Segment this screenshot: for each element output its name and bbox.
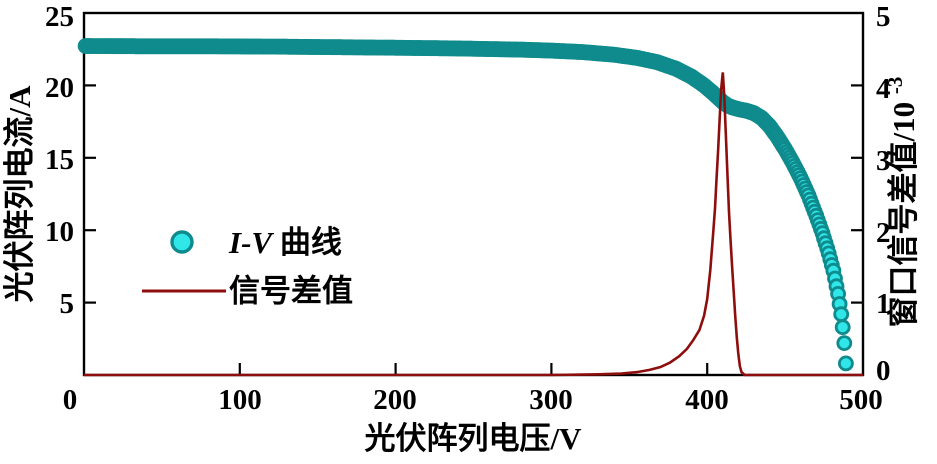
x-tick-300: 300 (529, 384, 573, 416)
x-tick-labels: 0 100 200 300 400 500 (63, 384, 883, 416)
y-left-tick-25: 25 (45, 1, 74, 33)
y-left-tick-5: 5 (60, 288, 75, 320)
y-right-axis-title-main: 窗口信号差值/10 (886, 102, 921, 328)
y-left-tick-labels: 25 20 15 10 5 (45, 1, 74, 320)
signal-difference-line (84, 72, 863, 377)
y-left-tick-15: 15 (45, 144, 74, 176)
y-right-tick-0: 0 (876, 355, 891, 387)
y-right-tick-labels: 5 4 3 2 1 0 (876, 1, 891, 387)
signal-legend-label: 信号差值 (229, 274, 353, 309)
y-right-tick-1: 1 (876, 288, 891, 320)
plot-border (82, 11, 865, 377)
iv-curve-series (77, 38, 854, 372)
y-left-tick-10: 10 (45, 216, 74, 248)
y-right-tick-2: 2 (876, 217, 891, 249)
y-left-axis-title: 光伏阵列电流/A (2, 85, 37, 303)
x-tick-400: 400 (685, 384, 729, 416)
iv-curve-legend-label: I-V 曲线 (228, 225, 342, 260)
iv-curve-legend-label-text: 曲线 (280, 225, 342, 260)
x-tick-200: 200 (373, 384, 417, 416)
y-right-tick-4: 4 (876, 73, 891, 105)
x-tick-0: 0 (63, 384, 78, 416)
iv-marker (833, 306, 850, 323)
iv-marker (838, 355, 854, 372)
x-tick-500: 500 (839, 384, 883, 416)
y-right-axis-title: 窗口信号差值/10 -3 (883, 77, 921, 328)
iv-curve-legend-marker-icon (170, 230, 194, 254)
iv-marker (834, 319, 851, 336)
y-left-tick-20: 20 (45, 72, 74, 104)
y-right-axis-title-exponent: -3 (883, 77, 907, 95)
chart-legend: I-V 曲线 信号差值 (142, 225, 353, 309)
axis-tick-marks (84, 84, 863, 375)
y-right-tick-5: 5 (876, 1, 891, 33)
iv-curve-legend-label-iv: I-V (228, 225, 274, 260)
y-right-tick-3: 3 (876, 145, 891, 177)
x-axis-title: 光伏阵列电压/V (365, 421, 583, 456)
iv-marker (836, 335, 853, 352)
x-tick-100: 100 (218, 384, 262, 416)
